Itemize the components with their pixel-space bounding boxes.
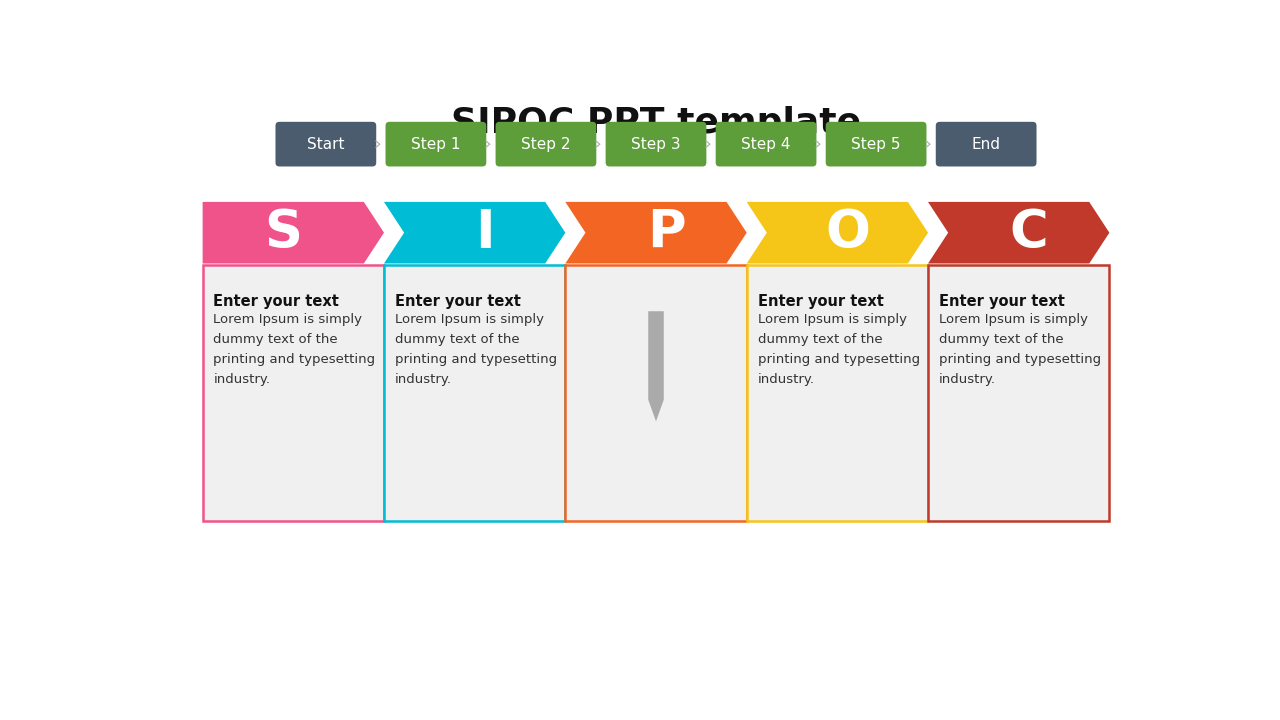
Polygon shape (925, 140, 931, 148)
Polygon shape (470, 479, 842, 521)
FancyBboxPatch shape (716, 122, 817, 166)
FancyBboxPatch shape (936, 122, 1037, 166)
Text: Step 5: Step 5 (851, 137, 901, 152)
Polygon shape (705, 140, 710, 148)
Text: Step 1: Step 1 (411, 137, 461, 152)
Polygon shape (566, 202, 746, 264)
Text: Enter your text: Enter your text (214, 294, 339, 310)
FancyBboxPatch shape (605, 122, 707, 166)
Text: Enter your text: Enter your text (758, 294, 883, 310)
Text: End: End (972, 137, 1001, 152)
Text: P: P (646, 207, 685, 258)
Polygon shape (384, 202, 566, 264)
FancyBboxPatch shape (385, 122, 486, 166)
Text: SIPOC PPT template: SIPOC PPT template (451, 106, 861, 140)
Polygon shape (375, 140, 380, 148)
Polygon shape (648, 311, 664, 421)
Text: Enter your text: Enter your text (394, 294, 521, 310)
FancyBboxPatch shape (202, 265, 384, 521)
Polygon shape (595, 140, 600, 148)
Polygon shape (815, 140, 820, 148)
Text: Start: Start (307, 137, 344, 152)
Text: Lorem Ipsum is simply
dummy text of the
printing and typesetting
industry.: Lorem Ipsum is simply dummy text of the … (758, 312, 919, 386)
Text: Lorem Ipsum is simply
dummy text of the
printing and typesetting
industry.: Lorem Ipsum is simply dummy text of the … (214, 312, 375, 386)
FancyBboxPatch shape (746, 265, 928, 521)
Text: Lorem Ipsum is simply
dummy text of the
printing and typesetting
industry.: Lorem Ipsum is simply dummy text of the … (938, 312, 1101, 386)
Polygon shape (746, 202, 928, 264)
Text: Step 3: Step 3 (631, 137, 681, 152)
FancyBboxPatch shape (275, 122, 376, 166)
FancyBboxPatch shape (928, 265, 1110, 521)
Text: I: I (475, 207, 494, 258)
Text: C: C (1010, 207, 1048, 258)
Text: Step 4: Step 4 (741, 137, 791, 152)
Text: Step 2: Step 2 (521, 137, 571, 152)
FancyBboxPatch shape (495, 122, 596, 166)
Text: S: S (264, 207, 302, 258)
FancyBboxPatch shape (826, 122, 927, 166)
Text: Lorem Ipsum is simply
dummy text of the
printing and typesetting
industry.: Lorem Ipsum is simply dummy text of the … (394, 312, 557, 386)
Polygon shape (202, 202, 384, 264)
Text: O: O (826, 207, 870, 258)
FancyBboxPatch shape (566, 265, 746, 521)
Polygon shape (485, 140, 490, 148)
Text: Enter your text: Enter your text (938, 294, 1065, 310)
Polygon shape (928, 202, 1110, 264)
FancyBboxPatch shape (384, 265, 566, 521)
